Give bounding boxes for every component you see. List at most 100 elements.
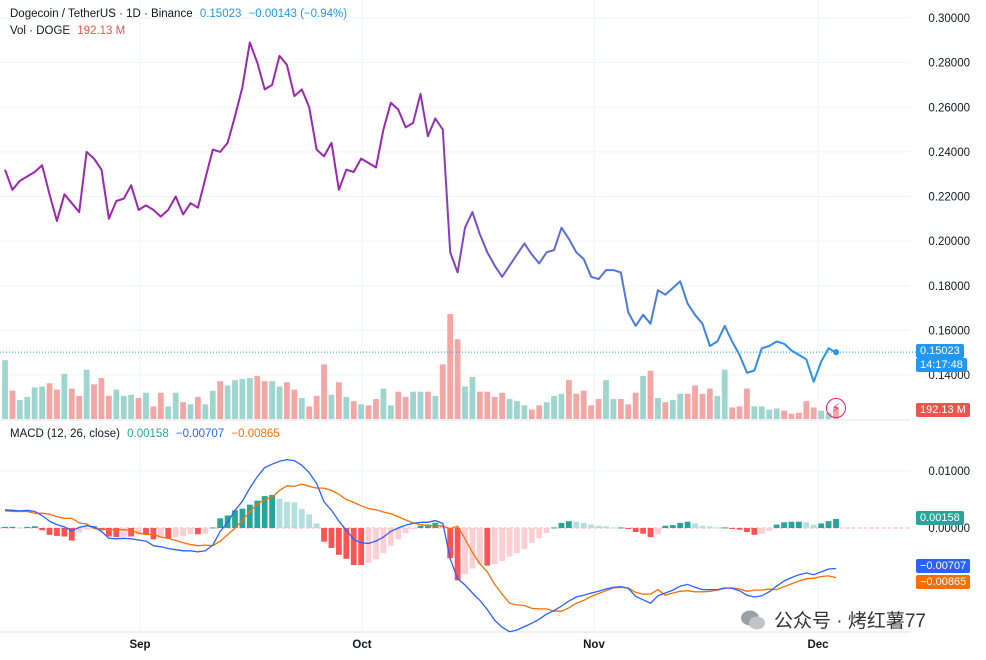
alert-icon[interactable]: ⚡ bbox=[826, 398, 846, 418]
last-price-dot bbox=[833, 349, 839, 356]
macd-hist-bar bbox=[766, 528, 773, 531]
volume-bar bbox=[714, 395, 721, 419]
volume-bar bbox=[528, 409, 535, 419]
volume-bar bbox=[810, 407, 817, 419]
price-tick-label: 0.16000 bbox=[928, 325, 970, 337]
macd-hist-bar bbox=[254, 500, 261, 528]
volume-bar bbox=[91, 384, 97, 419]
price-line bbox=[4, 41, 839, 383]
price-tick-label: 0.28000 bbox=[928, 58, 970, 70]
macd-hist-bar bbox=[595, 525, 602, 528]
volume-bar bbox=[16, 400, 23, 419]
watermark: 公众号 · 烤红薯77 bbox=[740, 606, 926, 633]
volume-bar bbox=[462, 386, 468, 419]
macd-hist-bar bbox=[269, 494, 276, 528]
macd-hist-bar bbox=[291, 502, 298, 528]
signal-line bbox=[4, 483, 837, 612]
volume-bar bbox=[261, 381, 268, 419]
macd-hist-bar bbox=[128, 528, 135, 537]
macd-hist-bar bbox=[803, 522, 810, 528]
macd-hist-bar bbox=[692, 523, 698, 528]
macd-hist-bar bbox=[395, 528, 402, 540]
volume-bar bbox=[120, 395, 127, 419]
volume-bar bbox=[677, 393, 684, 419]
macd-hist-bar bbox=[558, 522, 565, 528]
time-tick-label: Dec bbox=[807, 639, 829, 651]
macd-hist-bar bbox=[632, 528, 639, 532]
volume-label: Vol · DOGE bbox=[10, 25, 71, 37]
volume-bar bbox=[425, 391, 431, 419]
macd-hist-bar bbox=[2, 526, 8, 528]
macd-hist-bar bbox=[180, 528, 186, 536]
volume-bar bbox=[350, 401, 357, 419]
volume-bar bbox=[551, 395, 557, 419]
symbol-title: Dogecoin / TetherUS · 1D · Binance bbox=[10, 8, 193, 20]
macd-hist-bar bbox=[655, 528, 661, 535]
macd-hist-bar bbox=[484, 528, 491, 566]
volume-bar bbox=[76, 395, 83, 419]
macd-hist-bar bbox=[729, 528, 736, 529]
volume-bar bbox=[402, 396, 409, 419]
macd-hist-bar bbox=[588, 524, 595, 528]
macd-hist-bar bbox=[580, 522, 587, 528]
macd-hist-bar bbox=[454, 528, 461, 581]
volume-bar bbox=[521, 405, 528, 419]
watermark-text: 公众号 · 烤红薯77 bbox=[773, 611, 926, 632]
volume-bar bbox=[625, 404, 632, 419]
volume-bar bbox=[335, 382, 342, 419]
macd-hist-bar bbox=[684, 521, 691, 528]
macd-hist-bar bbox=[417, 525, 424, 528]
volume-bar bbox=[298, 398, 305, 419]
volume-bar bbox=[217, 381, 224, 419]
macd-hist-bar bbox=[462, 528, 468, 575]
macd-hist-bar bbox=[328, 528, 335, 548]
macd-hist-bar bbox=[105, 528, 112, 537]
time-tick-label: Nov bbox=[583, 639, 605, 651]
macd-hist-bar bbox=[31, 526, 38, 528]
macd-hist-bar bbox=[499, 528, 506, 562]
macd-hist-bar bbox=[491, 528, 498, 564]
macd-hist-bar bbox=[810, 524, 817, 528]
price-tag: 0.15023 bbox=[916, 344, 964, 358]
macd-hist-bar bbox=[773, 524, 780, 528]
volume-bar bbox=[773, 408, 780, 419]
macd-hist-bar bbox=[306, 514, 313, 528]
macd-hist-bar bbox=[788, 521, 795, 528]
volume-bar bbox=[736, 406, 743, 419]
volume-bar bbox=[758, 406, 765, 419]
macd-hist-bar bbox=[16, 527, 23, 529]
macd-hist-bar bbox=[335, 528, 342, 555]
volume-tag: 192.13 M bbox=[916, 403, 970, 417]
volume-bar bbox=[239, 379, 246, 419]
volume-bar bbox=[224, 385, 231, 419]
macd-hist-bar bbox=[610, 527, 617, 529]
macd-hist-bar bbox=[54, 528, 60, 536]
macd-hist-bar bbox=[758, 528, 765, 534]
signal-line-tag: −0.00865 bbox=[916, 575, 971, 589]
volume-bar bbox=[603, 380, 609, 419]
volume-bar bbox=[128, 394, 135, 419]
volume-bar bbox=[321, 364, 327, 419]
macd-hist-bar bbox=[343, 528, 350, 559]
price-series-line bbox=[4, 41, 837, 383]
volume-bar bbox=[202, 404, 209, 419]
volume-bar bbox=[269, 381, 276, 419]
macd-hist-bar bbox=[662, 525, 669, 528]
time-tick-label: Oct bbox=[352, 639, 371, 651]
macd-hist-bar bbox=[217, 518, 224, 528]
volume-bar bbox=[373, 399, 379, 419]
macd-hist-bar bbox=[9, 526, 16, 528]
macd-tick-label: 0.00000 bbox=[928, 523, 970, 535]
volume-bar bbox=[818, 410, 825, 419]
macd-hist-bar bbox=[669, 525, 676, 528]
volume-bar bbox=[24, 396, 31, 419]
macd-hist-bar bbox=[276, 498, 283, 528]
volume-bar bbox=[781, 410, 787, 419]
volume-bar bbox=[83, 369, 90, 419]
macd-hist-bar bbox=[573, 521, 580, 528]
macd-hist-bar bbox=[261, 496, 268, 528]
volume-bar bbox=[291, 389, 298, 419]
macd-hist-bar bbox=[298, 509, 305, 528]
volume-bar bbox=[662, 402, 669, 419]
